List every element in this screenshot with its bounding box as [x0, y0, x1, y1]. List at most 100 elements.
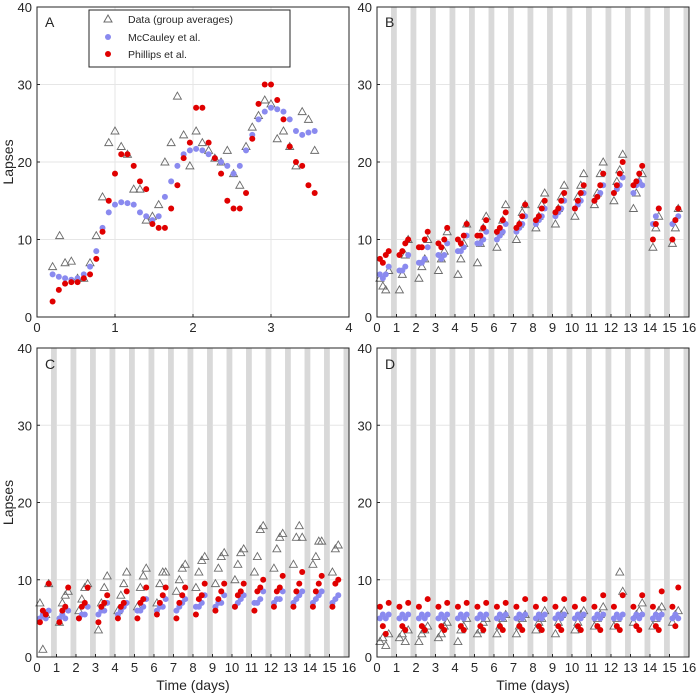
panel-d-phillips-point — [616, 626, 623, 633]
panel-a-phillips-point — [180, 155, 187, 162]
panel-c-phillips-point — [62, 603, 69, 610]
panel-d-phillips-point — [483, 599, 490, 606]
panel-c-sleep-bar — [304, 348, 310, 657]
panel-b-phillips-point — [405, 236, 412, 243]
panel-d-phillips-point — [396, 603, 403, 610]
panel-a-data-point — [166, 137, 176, 147]
panel-c-x-tick-label: 4 — [111, 660, 118, 675]
panel-a-x-tick-label: 0 — [33, 320, 40, 335]
panel-d-y-tick-label: 40 — [358, 341, 372, 356]
panel-d-mccauley-point — [658, 611, 665, 618]
panel-c-sleep-bar — [207, 348, 213, 657]
panel-d-phillips-point — [480, 626, 487, 633]
panel-c-data-point — [160, 567, 171, 576]
panel-c-data-point — [230, 574, 240, 584]
panel-c-phillips-point — [276, 584, 283, 591]
panel-d-x-tick-label: 16 — [682, 660, 696, 675]
panel-d-phillips-point — [649, 603, 656, 610]
panel-d-phillips-point — [591, 603, 598, 610]
panel-b-x-tick-label: 10 — [565, 320, 579, 335]
panel-c-data-point — [277, 528, 288, 537]
panel-c-data-point — [272, 543, 282, 553]
panel-c-sleep-bar — [265, 348, 271, 657]
panel-b-y-tick-label: 40 — [358, 0, 372, 15]
panel-d-data-point — [531, 625, 541, 634]
panel-b-phillips-point — [672, 217, 679, 224]
panel-c-x-tick-label: 14 — [303, 660, 317, 675]
panel-a-mccauley-point — [274, 106, 281, 113]
panel-a-label: A — [45, 14, 55, 30]
panel-a-data-point — [178, 129, 189, 139]
panel-b-phillips-point — [613, 182, 620, 189]
panel-b-sleep-bar — [644, 7, 650, 317]
panel-c-data-point — [311, 551, 321, 561]
panel-b-phillips-point — [438, 244, 445, 251]
panel-b-phillips-point — [561, 190, 568, 196]
panel-d-data-point — [400, 636, 411, 645]
panel-a-phillips-point — [311, 190, 318, 196]
panel-b-data-point — [598, 157, 608, 166]
panel-d-sleep-bar — [566, 348, 572, 657]
panel-d-phillips-point — [474, 603, 481, 610]
panel-c-data-point — [288, 559, 299, 568]
panel-b-phillips-point — [502, 209, 509, 216]
panel-c-phillips-point — [56, 619, 63, 626]
panel-b-x-tick-label: 7 — [510, 320, 517, 335]
panel-c-data-point — [174, 574, 185, 584]
panel-b-data-point — [433, 265, 444, 274]
panel-d-mccauley-point — [405, 611, 412, 618]
panel-d: D Time (days) 0 1 2 3 4 5 6 7 8 9 10 11 12 13 14 15 1601… — [358, 341, 697, 693]
panel-d-sleep-bar — [508, 348, 514, 657]
panel-d-data-point — [436, 628, 447, 638]
panel-b-phillips-point — [652, 221, 659, 227]
panel-c-phillips-point — [45, 580, 52, 587]
panel-b-x-tick-label: 13 — [623, 320, 637, 335]
panel-c-phillips-point — [221, 580, 228, 587]
panel-b-phillips-point — [379, 259, 386, 266]
panel-d-sleep-bar — [683, 348, 689, 657]
panel-a-data-point — [197, 137, 208, 147]
panel-a-x-tick-label: 1 — [111, 320, 118, 335]
panel-c-mccauley-point — [276, 596, 283, 603]
panel-b-data-point — [570, 211, 580, 220]
panel-a-phillips-point — [186, 139, 193, 146]
panel-a-mccauley-point — [193, 145, 200, 152]
panel-b-data-point — [648, 242, 658, 251]
panel-a-phillips-point — [74, 279, 81, 286]
panel-a-mccauley-point — [130, 201, 137, 208]
panel-c-phillips-point — [315, 580, 322, 587]
panel-c-y-tick-label: 20 — [18, 496, 32, 511]
legend: Data (group averages) McCauley et al. Ph… — [88, 9, 291, 68]
panel-b-data-point — [670, 222, 681, 232]
panel-a-data-point — [110, 126, 120, 135]
panel-d-phillips-point — [513, 603, 520, 610]
panel-c-phillips-point — [65, 584, 72, 591]
panel-c-y-axis-label: Lapses — [0, 480, 16, 525]
panel-a-phillips-point — [174, 182, 181, 189]
panel-b-x-tick-label: 11 — [585, 320, 599, 335]
panel-a-phillips-point — [130, 162, 137, 169]
panel-a-mccauley-point — [236, 162, 243, 169]
panel-c-mccauley-point — [81, 611, 88, 618]
panel-d-mccauley-point — [502, 611, 509, 618]
panel-d-data-point — [511, 628, 522, 638]
panel-c-mccauley-point — [62, 615, 69, 622]
panel-b-sleep-bar — [527, 7, 533, 317]
panel-a-phillips-point — [124, 151, 131, 158]
panel-a-mccauley-point — [93, 248, 100, 255]
panel-c-phillips-point — [42, 611, 49, 618]
panel-d-sleep-bar — [605, 348, 611, 657]
panel-b-sleep-bar — [430, 7, 436, 317]
panel-d-phillips-point — [376, 603, 383, 610]
panel-c-mccauley-point — [257, 596, 264, 603]
panel-a-data-point — [172, 91, 183, 100]
panel-d-data-point — [598, 601, 608, 611]
panel-d-phillips-point — [532, 603, 539, 610]
panel-c-data-point — [210, 578, 221, 588]
panel-d-phillips-point — [421, 626, 428, 633]
panel-a-phillips-point — [205, 139, 212, 146]
panel-a-phillips-point — [224, 197, 231, 204]
panel-a-x-tick-label: 2 — [189, 320, 196, 335]
panel-b-phillips-point — [519, 213, 526, 220]
